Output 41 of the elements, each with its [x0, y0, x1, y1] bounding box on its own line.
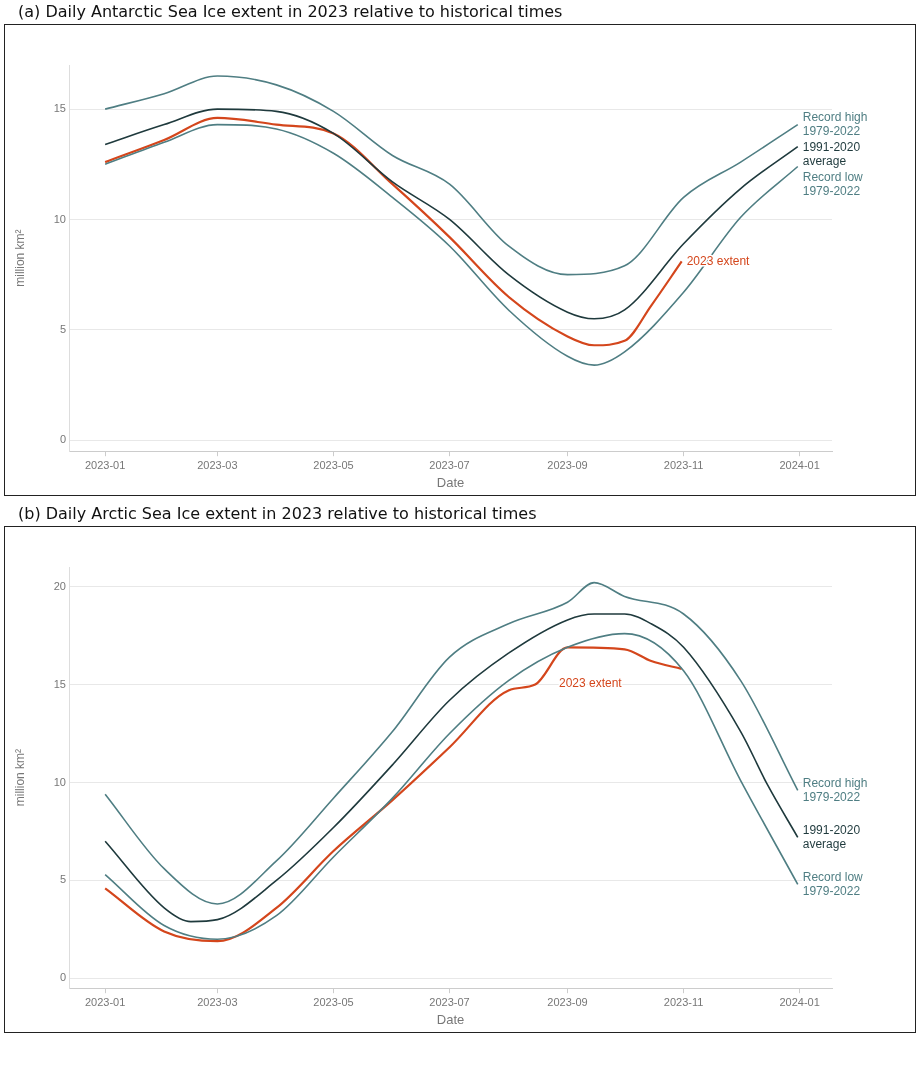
chart-title: (a) Daily Antarctic Sea Ice extent in 2023 relative to historical times — [17, 1, 564, 23]
y-axis-title: million km² — [12, 748, 27, 807]
y-tick-label: 10 — [53, 212, 66, 225]
y-tick-label: 5 — [59, 873, 66, 886]
y-tick-label: 0 — [59, 433, 66, 446]
series-label: Record low 1979-2022 — [802, 169, 864, 198]
line-series — [104, 108, 799, 320]
y-tick-label: 15 — [53, 102, 66, 115]
series-label: Record high 1979-2022 — [802, 775, 868, 804]
x-axis-title: Date — [436, 1011, 465, 1027]
line-series — [104, 75, 799, 276]
x-tick-label: 2023-07 — [429, 458, 470, 471]
x-tick-label: 2023-01 — [84, 995, 126, 1008]
y-axis-title: million km² — [12, 229, 27, 287]
x-tick-label: 2024-01 — [779, 995, 820, 1008]
series-label: 1991-2020 average — [802, 822, 861, 851]
line-series — [104, 116, 683, 347]
x-tick-label: 2023-09 — [547, 995, 588, 1008]
series-label: 1991-2020 average — [802, 139, 861, 168]
x-tick-label: 2023-11 — [663, 458, 704, 471]
line-series — [104, 646, 683, 943]
chart-title: (b) Daily Arctic Sea Ice extent in 2023 relative to historical times — [17, 503, 538, 525]
x-tick-label: 2023-01 — [84, 458, 126, 471]
x-tick-label: 2023-05 — [313, 995, 354, 1008]
series-label: Record high 1979-2022 — [802, 109, 868, 138]
line-series — [104, 123, 799, 366]
y-tick-label: 20 — [53, 579, 66, 592]
y-tick-label: 5 — [59, 322, 66, 335]
x-axis-title: Date — [436, 474, 465, 490]
x-tick-label: 2023-11 — [663, 995, 704, 1008]
x-tick-label: 2023-07 — [429, 995, 470, 1008]
y-tick-label: 0 — [59, 971, 66, 984]
series-label: Record low 1979-2022 — [802, 869, 864, 898]
y-tick-label: 15 — [53, 677, 66, 690]
x-tick-label: 2023-05 — [313, 458, 354, 471]
series-label: 2023 extent — [558, 676, 623, 691]
x-tick-label: 2023-09 — [547, 458, 588, 471]
x-tick-label: 2024-01 — [779, 458, 820, 471]
x-tick-label: 2023-03 — [197, 995, 238, 1008]
y-tick-label: 10 — [53, 775, 66, 788]
x-tick-label: 2023-03 — [197, 458, 238, 471]
